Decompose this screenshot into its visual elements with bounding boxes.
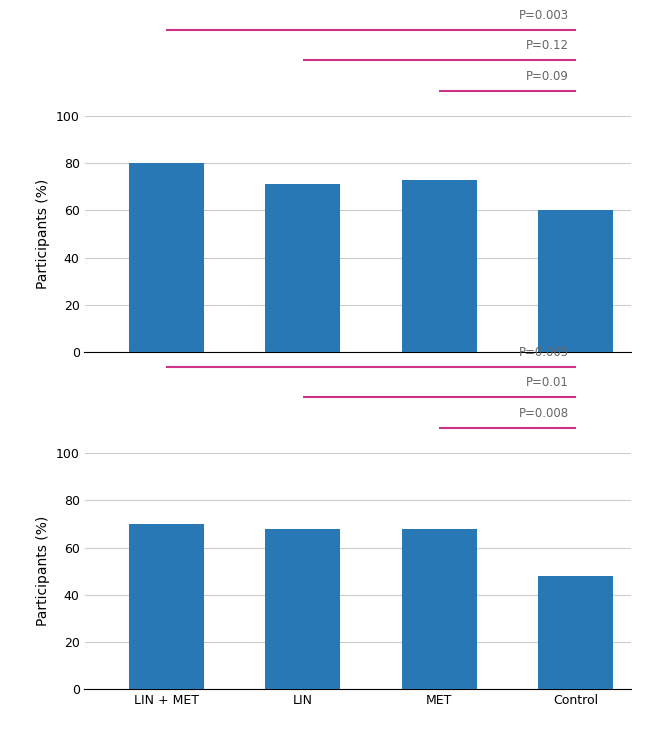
- Text: <7%, overall P=0.02: <7%, overall P=0.02: [160, 131, 320, 145]
- Bar: [402, 528, 477, 689]
- Text: P=0.003: P=0.003: [519, 9, 569, 22]
- Bar: [265, 185, 341, 352]
- Bar: [402, 179, 477, 352]
- Text: P=0.09: P=0.09: [526, 70, 569, 82]
- Text: P=0.01: P=0.01: [526, 376, 569, 390]
- Y-axis label: Participants (%): Participants (%): [36, 516, 50, 626]
- Text: 1c: 1c: [128, 476, 142, 485]
- Text: HbA: HbA: [84, 131, 117, 145]
- Text: P=0.008: P=0.008: [519, 407, 569, 419]
- Bar: [265, 528, 341, 689]
- Bar: [538, 576, 614, 689]
- Bar: [129, 524, 204, 689]
- Text: 1c: 1c: [128, 139, 142, 148]
- Text: HbA: HbA: [84, 468, 117, 482]
- Text: P=0.12: P=0.12: [526, 39, 569, 53]
- Bar: [538, 210, 614, 352]
- Text: <6.5%, overall P=0.005: <6.5%, overall P=0.005: [160, 468, 344, 482]
- Text: P=0.005: P=0.005: [519, 346, 569, 359]
- Y-axis label: Participants (%): Participants (%): [36, 179, 50, 289]
- Bar: [129, 163, 204, 352]
